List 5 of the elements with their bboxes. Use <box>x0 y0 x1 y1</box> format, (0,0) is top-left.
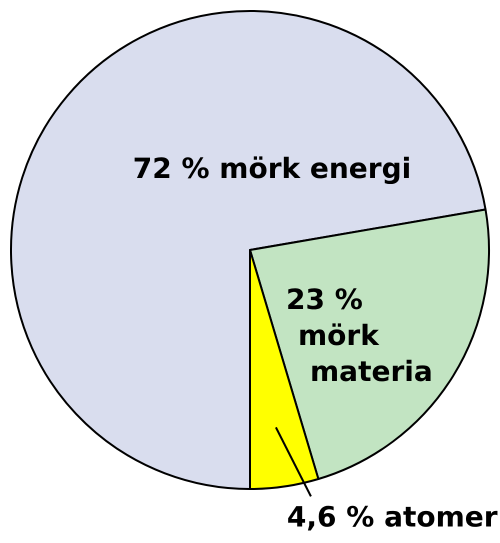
slice-label: 72 % mörk energi <box>132 152 412 185</box>
slice-label: 4,6 % atomer <box>286 500 498 534</box>
data-label: 23 % <box>286 283 363 316</box>
pie-slice <box>10 10 487 490</box>
slice-label: mörk materia <box>298 319 433 388</box>
